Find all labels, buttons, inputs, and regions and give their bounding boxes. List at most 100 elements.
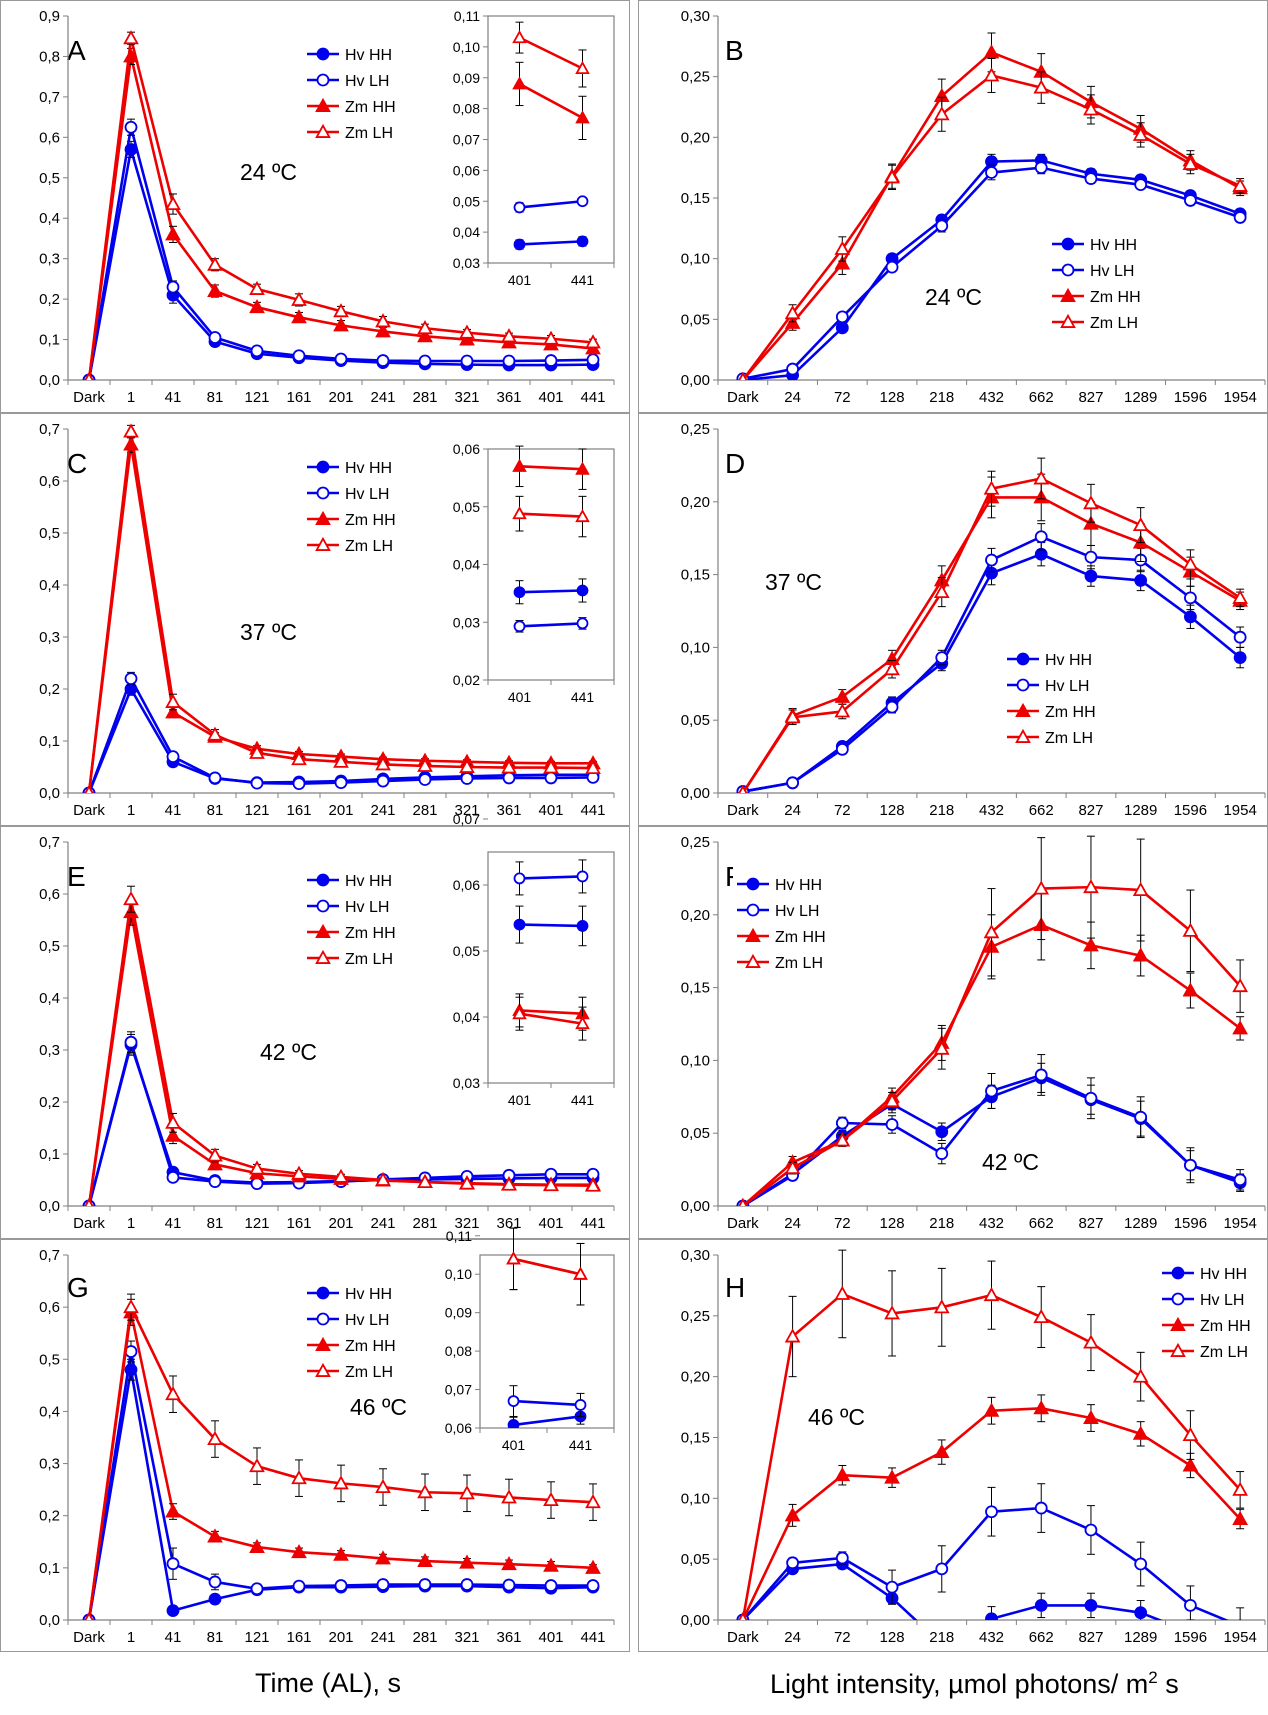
panel-C: C 37 ºC Hv HH Hv LH Zm HH Zm LH xyxy=(0,413,630,826)
data-point-hv-lh xyxy=(786,362,799,376)
y-tick-label: 0,4 xyxy=(39,210,60,227)
legend-marker xyxy=(1171,1292,1185,1306)
data-point-zm-lh xyxy=(1132,516,1149,532)
x-tick-label: 218 xyxy=(929,389,954,406)
inset-frame xyxy=(479,1254,615,1429)
x-tick-label: 441 xyxy=(580,389,605,406)
y-tick-label: 0,5 xyxy=(39,170,60,187)
legend-label: Zm HH xyxy=(1090,289,1141,306)
data-point-hv-lh xyxy=(935,1147,949,1160)
data-point-zm-hh xyxy=(1232,1020,1248,1035)
data-point-hv-lh xyxy=(208,1575,222,1589)
data-point-zm-hh xyxy=(512,458,527,472)
x-tick-label: Dark xyxy=(73,802,105,819)
x-tick-label: 41 xyxy=(165,802,182,819)
y-tick-label: 0,25 xyxy=(681,1308,710,1325)
data-point-hv-lh xyxy=(985,1084,998,1098)
data-point-hv-lh xyxy=(1084,1523,1098,1537)
data-point-zm-hh xyxy=(784,1507,801,1522)
data-point-hv-lh xyxy=(250,1177,264,1191)
y-tick-label: 0,07 xyxy=(453,811,480,827)
x-tick-label: 128 xyxy=(880,1215,905,1232)
x-tick-label: 432 xyxy=(979,802,1004,819)
y-tick-label: 0,20 xyxy=(681,1369,710,1386)
data-point-hv-lh xyxy=(1084,550,1098,564)
data-point-zm-lh xyxy=(417,320,433,335)
y-tick-label: 0,3 xyxy=(39,1042,60,1059)
x-tick-label: 121 xyxy=(244,802,269,819)
data-point-hv-hh xyxy=(985,1612,998,1620)
y-tick-label: 0,00 xyxy=(681,1198,710,1215)
plot-B: 0,00 0,05 0,10 0,15 0,20 0,25 0,30 Dark 24 72 128 2… xyxy=(681,8,1266,406)
data-point-hv-hh xyxy=(1134,1606,1148,1620)
panel-frame xyxy=(0,0,630,413)
data-point-zm-lh xyxy=(1182,556,1199,571)
y-tick-label: 0,05 xyxy=(681,311,710,328)
data-point-hv-lh xyxy=(376,354,390,367)
data-point-zm-lh xyxy=(165,693,181,708)
data-point-zm-lh xyxy=(1232,1481,1248,1496)
data-point-zm-lh xyxy=(459,758,475,773)
data-point-zm-lh xyxy=(512,30,527,44)
legend-marker xyxy=(316,460,330,474)
y-tick-label: 0,03 xyxy=(453,255,480,271)
x-tick-label: 361 xyxy=(496,1215,521,1232)
data-point-zm-hh xyxy=(1033,1400,1050,1415)
data-point-zm-lh xyxy=(1033,880,1050,895)
series-layer xyxy=(736,1249,1248,1620)
data-point-hv-lh xyxy=(885,1118,899,1131)
y-tick-label: 0,05 xyxy=(681,712,710,729)
y-tick-label: 0,03 xyxy=(453,1075,480,1091)
data-point-zm-hh xyxy=(207,1156,223,1171)
x-tick-label: 662 xyxy=(1029,389,1054,406)
panel-D: D 37 ºC Hv HH Hv LH Zm HH Zm LH xyxy=(638,413,1268,826)
data-point-zm-lh xyxy=(983,480,1000,495)
series-layer xyxy=(506,1227,588,1428)
temperature-label: 37 ºC xyxy=(240,619,297,645)
legend-marker xyxy=(315,97,331,112)
data-point-zm-lh xyxy=(123,30,139,45)
data-point-zm-lh xyxy=(1232,589,1248,604)
y-tick-label: 0,00 xyxy=(681,785,710,802)
data-point-zm-lh xyxy=(207,1430,223,1446)
data-point-zm-lh xyxy=(1132,1368,1149,1383)
y-tick-label: 0,08 xyxy=(453,101,480,117)
data-point-zm-lh xyxy=(501,328,517,343)
data-point-zm-lh xyxy=(207,726,223,741)
legend-marker xyxy=(746,903,760,917)
y-tick-label: 0,4 xyxy=(39,1403,60,1420)
data-point-hv-hh xyxy=(576,584,589,597)
data-point-hv-hh xyxy=(208,1592,222,1606)
data-point-zm-lh xyxy=(1033,470,1050,485)
data-point-hv-lh xyxy=(250,776,264,790)
data-point-hv-lh xyxy=(1184,1158,1197,1172)
series-line-hv-hh xyxy=(513,1415,581,1427)
legend: Hv HH Hv LH Zm HH Zm LH xyxy=(733,866,833,980)
y-tick-label: 0,1 xyxy=(39,1560,60,1577)
data-point-zm-lh xyxy=(884,1092,900,1108)
x-tick-label: 24 xyxy=(784,389,801,406)
y-tick-label: 0,25 xyxy=(681,834,710,851)
data-point-zm-lh xyxy=(834,1132,851,1147)
legend-label: Zm HH xyxy=(775,929,826,946)
y-tick-label: 0,4 xyxy=(39,990,60,1007)
legend-label: Hv HH xyxy=(345,460,392,477)
plot-E: 0,0 0,1 0,2 0,3 0,4 0,5 0,6 0,7 Dark 1 41 81 121 161 2… xyxy=(39,834,615,1232)
panel-letter: G xyxy=(67,1272,89,1303)
data-point-hv-hh xyxy=(513,918,526,931)
data-point-hv-lh xyxy=(334,776,348,789)
data-point-zm-lh xyxy=(834,703,851,718)
x-tick-label: Dark xyxy=(727,1215,759,1232)
data-point-zm-lh xyxy=(459,324,475,339)
x-tick-label: 1954 xyxy=(1223,1629,1256,1646)
data-point-zm-hh xyxy=(291,1544,307,1559)
data-point-hv-hh xyxy=(1084,1599,1098,1612)
legend-marker xyxy=(1170,1342,1186,1357)
inset-frame xyxy=(487,851,615,1084)
y-tick-label: 0,00 xyxy=(681,1612,710,1629)
x-tick-label: 24 xyxy=(784,802,801,819)
data-point-hv-lh xyxy=(1233,211,1247,224)
data-point-zm-lh xyxy=(375,1171,391,1186)
y-tick-label: 0,2 xyxy=(39,681,60,698)
